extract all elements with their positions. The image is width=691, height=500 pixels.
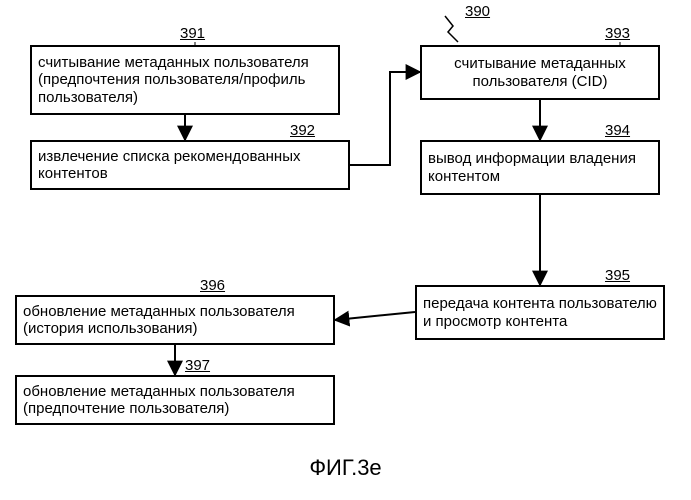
node-396-text: обновление метаданных пользователя (исто…	[23, 303, 327, 338]
node-393-text: считывание метаданных пользователя (CID)	[428, 55, 652, 90]
label-391: 391	[180, 25, 205, 42]
figure-ref-label: 390	[465, 3, 490, 20]
label-396: 396	[200, 277, 225, 294]
node-394: вывод информации владения контентом	[420, 140, 660, 195]
node-393: считывание метаданных пользователя (CID)	[420, 45, 660, 100]
node-391-text: считывание метаданных пользователя (пред…	[38, 54, 332, 106]
node-394-text: вывод информации владения контентом	[428, 150, 652, 185]
node-395-text: передача контента пользователю и просмот…	[423, 295, 657, 330]
diagram-canvas: считывание метаданных пользователя (пред…	[0, 0, 691, 500]
label-395: 395	[605, 267, 630, 284]
node-392-text: извлечение списка рекомендованных контен…	[38, 148, 342, 183]
node-392: извлечение списка рекомендованных контен…	[30, 140, 350, 190]
label-394: 394	[605, 122, 630, 139]
label-397: 397	[185, 357, 210, 374]
node-395: передача контента пользователю и просмот…	[415, 285, 665, 340]
edge-n392-n393	[350, 72, 420, 165]
edge-n395-n396	[335, 312, 415, 320]
figure-caption: ФИГ.3e	[0, 455, 691, 481]
label-393: 393	[605, 25, 630, 42]
label-392: 392	[290, 122, 315, 139]
node-391: считывание метаданных пользователя (пред…	[30, 45, 340, 115]
node-397: обновление метаданных пользователя (пред…	[15, 375, 335, 425]
node-396: обновление метаданных пользователя (исто…	[15, 295, 335, 345]
node-397-text: обновление метаданных пользователя (пред…	[23, 383, 327, 418]
ref-zigzag-arrow	[445, 16, 458, 42]
